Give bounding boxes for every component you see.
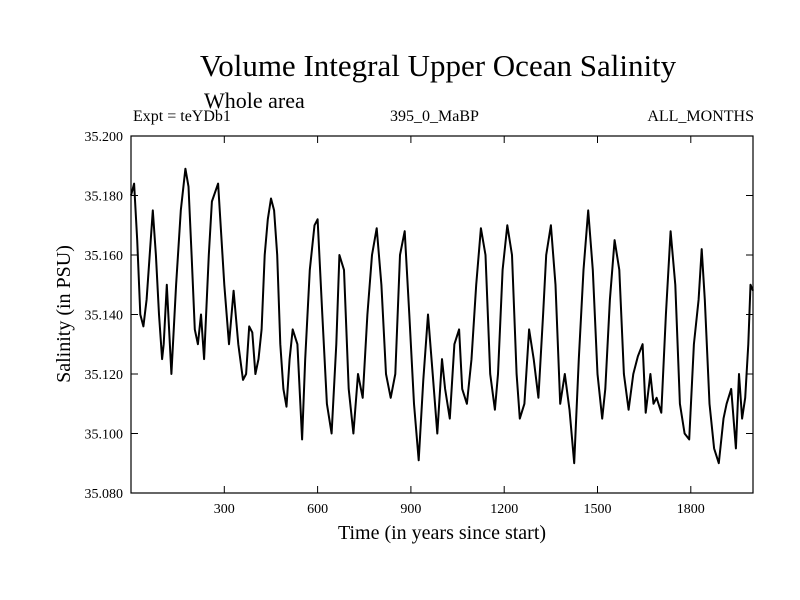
chart-title: Volume Integral Upper Ocean Salinity [199,48,677,83]
series-layer [130,167,754,465]
x-tick-label: 1800 [677,502,705,517]
x-tick-label: 1200 [490,502,518,517]
plot-frame [130,135,754,494]
chart-subtitle: Whole area [204,88,305,113]
x-axis-ticks: 300 600 900 1200 1500 1800 [214,136,705,517]
y-axis-label: Salinity (in PSU) [53,245,75,383]
y-tick-label: 35.200 [85,130,124,145]
x-tick-label: 300 [214,502,235,517]
y-axis-ticks: 35.080 35.100 35.120 35.140 35.160 35.180 35.2… [85,130,753,502]
y-tick-label: 35.080 [85,487,124,502]
y-tick-label: 35.160 [85,249,124,264]
y-tick-label: 35.120 [85,368,124,383]
x-axis-label: Time (in years since start) [337,522,547,544]
x-tick-label: 1500 [584,502,612,517]
y-tick-label: 35.100 [85,428,124,443]
period-label: 395_0_MaBP [390,108,479,125]
months-label: ALL_MONTHS [647,108,754,125]
x-tick-label: 600 [307,502,328,517]
salinity-series-line [130,167,754,465]
experiment-label: Expt = teYDb1 [133,108,231,125]
y-tick-label: 35.140 [85,309,124,324]
y-tick-label: 35.180 [85,190,124,205]
x-tick-label: 900 [400,502,421,517]
